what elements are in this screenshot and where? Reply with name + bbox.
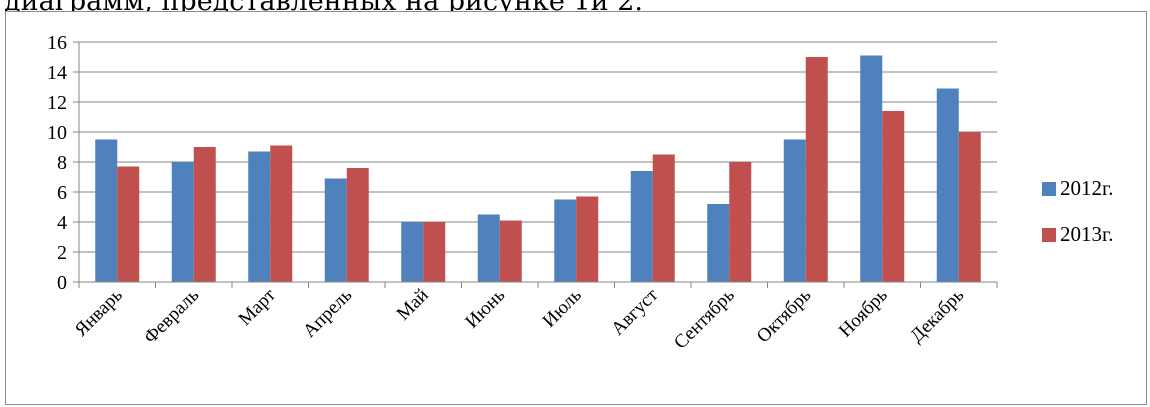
- bar-series2: [805, 57, 828, 282]
- y-tick-label: 16: [47, 32, 67, 54]
- y-tick-label: 12: [47, 92, 67, 114]
- x-category-label: Апрель: [299, 284, 356, 341]
- bar-series2: [270, 145, 293, 282]
- y-tick-label: 0: [57, 272, 67, 294]
- bar-series2: [193, 147, 216, 282]
- bar-series2: [576, 196, 599, 282]
- y-tick-label: 14: [47, 62, 67, 84]
- legend-swatch: [1042, 228, 1056, 242]
- bar-series2: [652, 154, 675, 282]
- bar-series1: [324, 178, 347, 282]
- bar-series1: [248, 151, 271, 282]
- bar-series1: [860, 55, 883, 282]
- x-category-label: Январь: [71, 284, 127, 340]
- x-category-label: Октябрь: [753, 284, 816, 347]
- legend-label: 2012г.: [1060, 176, 1114, 200]
- bar-series1: [936, 88, 959, 282]
- bar-series2: [958, 132, 981, 282]
- bar-series2: [499, 220, 522, 282]
- bar-series2: [423, 222, 446, 282]
- legend-label: 2013г.: [1060, 222, 1114, 246]
- bar-series1: [630, 171, 653, 282]
- bar-series2: [346, 168, 369, 282]
- y-tick-label: 6: [57, 182, 67, 204]
- bar-series1: [477, 214, 500, 282]
- bar-series1: [707, 204, 730, 282]
- legend-swatch: [1042, 182, 1056, 196]
- y-tick-label: 2: [57, 242, 67, 264]
- x-category-label: Сентябрь: [670, 284, 739, 353]
- bar-series2: [882, 111, 905, 282]
- bar-series2: [729, 162, 752, 282]
- x-category-label: Декабрь: [906, 284, 968, 346]
- x-category-label: Май: [393, 285, 433, 325]
- bar-series2: [117, 166, 140, 282]
- x-category-label: Ноябрь: [835, 284, 892, 341]
- bar-chart: 0 2 4 6 8 10 12 14 16 Январь Февраль Март Апрель Май И…: [47, 32, 1114, 353]
- y-tick-label: 4: [57, 212, 67, 234]
- bar-series1: [171, 162, 194, 282]
- bar-series1: [783, 139, 806, 282]
- x-category-label: Июнь: [461, 284, 509, 332]
- y-tick-label: 10: [47, 122, 67, 144]
- x-category-label: Июль: [539, 284, 586, 331]
- chart-frame: 0 2 4 6 8 10 12 14 16 Январь Февраль Март Апрель Май И…: [5, 11, 1147, 405]
- y-tick-label: 8: [57, 152, 67, 174]
- x-category-label: Февраль: [140, 284, 204, 348]
- bar-series1: [554, 199, 577, 282]
- bar-series1: [401, 222, 424, 282]
- x-category-label: Август: [607, 284, 662, 339]
- bar-series1: [95, 139, 118, 282]
- x-category-label: Март: [235, 284, 281, 330]
